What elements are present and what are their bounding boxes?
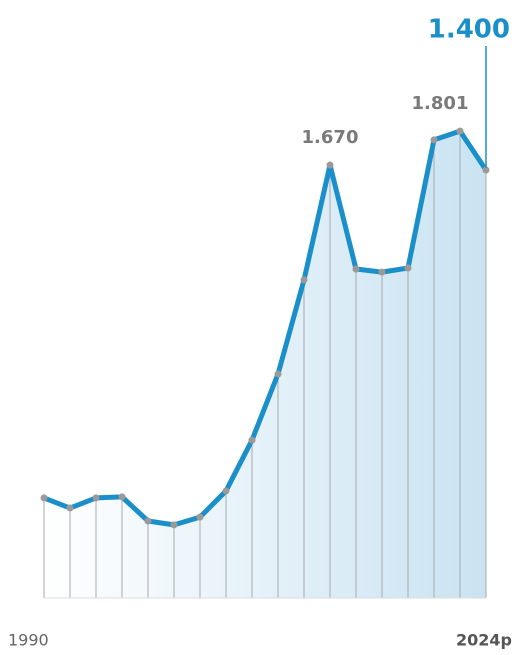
point bbox=[144, 517, 152, 525]
point bbox=[40, 494, 48, 502]
value-label: 1.670 bbox=[302, 127, 359, 148]
point bbox=[196, 513, 204, 521]
x-tick-label: 1990 bbox=[8, 631, 49, 650]
point bbox=[300, 276, 308, 284]
point bbox=[456, 127, 464, 135]
point bbox=[378, 268, 386, 276]
point bbox=[482, 166, 490, 174]
point bbox=[222, 487, 230, 495]
x-tick-label: 2024p bbox=[456, 631, 512, 650]
point bbox=[66, 504, 74, 512]
annotation: 1.400 bbox=[428, 15, 510, 45]
point bbox=[170, 521, 178, 529]
point bbox=[352, 265, 360, 273]
line bbox=[43, 128, 489, 528]
point bbox=[248, 436, 256, 444]
point bbox=[92, 494, 100, 502]
value-label: 1.801 bbox=[412, 93, 469, 114]
point bbox=[404, 264, 412, 272]
point bbox=[430, 136, 438, 144]
point bbox=[118, 493, 126, 501]
area bbox=[44, 131, 486, 598]
point bbox=[326, 161, 334, 169]
point bbox=[274, 370, 282, 378]
